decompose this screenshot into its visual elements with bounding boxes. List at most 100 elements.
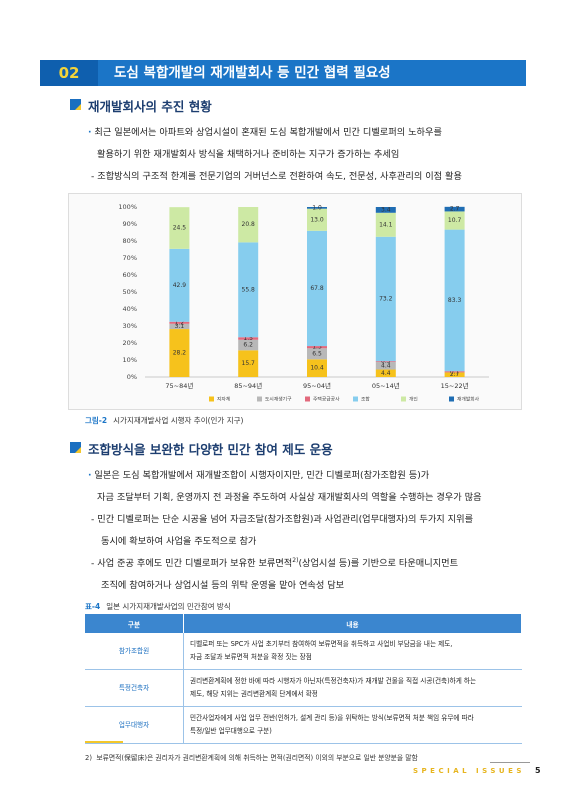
data-label: 10.4 <box>310 365 324 372</box>
data-label: 1.3 <box>312 344 322 351</box>
content-line: 제도, 해당 지위는 권리변환계획 단계에서 확정 <box>190 690 318 698</box>
legend-swatch <box>449 396 454 402</box>
chapter-title: 도심 복합개발의 재개발회사 등 민간 협력 필요성 <box>114 65 391 81</box>
legend-label: 도시재생기구 <box>265 396 292 403</box>
chart: 0% 10% 20% 30% 40% 50% 60% 70% 80% 90% 100% 75~84년 2… <box>118 203 489 403</box>
bar-segment <box>444 211 465 230</box>
legend-swatch <box>209 396 214 402</box>
data-label: 1.5 <box>243 335 253 342</box>
data-label: 42.9 <box>173 282 187 289</box>
legend-swatch <box>305 396 310 402</box>
bar-segment <box>375 361 396 363</box>
bar-segment <box>169 321 190 324</box>
data-label: 83.3 <box>448 297 462 304</box>
data-label: 24.5 <box>173 224 187 231</box>
bar-segment <box>307 348 327 360</box>
y-tick-label: 40% <box>123 305 137 313</box>
bar-segment <box>238 350 259 377</box>
legend-swatch <box>401 396 406 402</box>
table-header: 내용 <box>183 614 522 633</box>
bar-segment <box>169 323 190 330</box>
y-tick-label: 90% <box>123 220 137 228</box>
content-line: 자금 조달과 보류면적 처분을 확정 짓는 장점 <box>190 653 312 661</box>
caption-text: 시가지재개발사업 시행자 추이(인가 지구) <box>113 416 244 425</box>
bar-segment <box>444 371 465 373</box>
section-heading: 재개발회사의 추진 현황 <box>88 99 212 114</box>
bar-segment <box>375 236 396 362</box>
table-caption: 표-4 일본 시가지재개발사업의 민간참여 방식 <box>85 601 231 612</box>
content-line: 디벨로퍼 또는 SPC가 사업 초기부터 참여하여 보류면적을 취득하고 사업비… <box>190 640 453 648</box>
bullet-text: 활용하기 위한 재개발회사 방식을 채택하거나 준비하는 지구가 증가하는 추세… <box>97 149 400 160</box>
x-tick-label: 15~22년 <box>441 381 469 390</box>
y-tick-label: 50% <box>123 288 137 296</box>
content-line: 민간사업자에게 사업 업무 전반(인허가, 설계 관리 등)을 위탁하는 방식(… <box>190 714 474 722</box>
legend-label: 재개발회사 <box>457 396 480 403</box>
table-header: 구분 <box>85 614 184 633</box>
data-label: 1.0 <box>312 204 322 211</box>
x-tick-label: 95~04년 <box>303 381 331 390</box>
footnote-rule <box>85 741 123 743</box>
bar-segment <box>307 359 327 377</box>
data-label: 10.7 <box>448 217 462 224</box>
bar-segment <box>444 206 465 212</box>
text: 최근 일본에서는 아파트와 상업시설이 혼재된 도심 복합개발에서 민간 디벨로… <box>94 127 442 138</box>
data-label: 55.8 <box>242 286 256 293</box>
y-tick-label: 60% <box>123 271 137 279</box>
data-label: 28.2 <box>173 350 187 357</box>
data-label: 6.2 <box>243 342 253 349</box>
x-tick-label: 85~94년 <box>234 381 262 390</box>
caption-text: 일본 시가지재개발사업의 민간참여 방식 <box>106 602 231 611</box>
bar-segment <box>238 337 259 340</box>
caption-label: 그림-2 <box>85 416 108 425</box>
data-label: 2.7 <box>450 206 460 213</box>
data-label: 3.4 <box>381 206 391 213</box>
bar-segment <box>307 208 327 231</box>
bullet-text: 자금 조달부터 기획, 운영까지 전 과정을 주도하여 사실상 재개발회사의 역… <box>97 492 482 503</box>
content-line: 특정/일반 업무대행으로 구분) <box>190 727 272 735</box>
bar-segment <box>375 207 396 213</box>
bar-segment <box>169 329 190 377</box>
bar-segment <box>444 229 465 372</box>
caption-label: 표-4 <box>85 602 101 611</box>
bar-segment <box>375 212 396 237</box>
row-content: 민간사업자에게 사업 업무 전반(인허가, 설계 관리 등)을 위탁하는 방식(… <box>183 706 522 744</box>
heading-icon <box>70 442 81 453</box>
bar-segment <box>169 207 190 249</box>
y-tick-label: 30% <box>123 322 137 330</box>
header-band: 02 도심 복합개발의 재개발회사 등 민간 협력 필요성 <box>40 60 526 86</box>
y-tick-label: 70% <box>123 254 137 262</box>
data-label: 73.2 <box>379 295 393 302</box>
bar-segment <box>307 230 327 347</box>
bullet-text: · 최근 일본에서는 아파트와 상업시설이 혼재된 도심 복합개발에서 민간 디… <box>88 127 442 138</box>
legend-label: 개인 <box>409 396 418 403</box>
data-label: 4.4 <box>381 362 391 369</box>
y-tick-label: 20% <box>123 339 137 347</box>
table-row: 특정건축자 권리변환계획에 정한 바에 따라 시행자가 아닌자(특정건축자)가 재… <box>85 669 522 707</box>
row-content: 디벨로퍼 또는 SPC가 사업 초기부터 참여하여 보류면적을 취득하고 사업비… <box>183 633 522 670</box>
table-row: 업무대행자 민간사업자에게 사업 업무 전반(인허가, 설계 관리 등)을 위탁하… <box>85 706 522 744</box>
data-label: 67.8 <box>310 285 324 292</box>
legend-label: 지자체 <box>217 396 230 403</box>
bar-segment <box>169 248 190 322</box>
text: (상업시설 등)를 기반으로 타운매니지먼트 <box>298 558 459 569</box>
table: 구분 내용 참가조합원 디벨로퍼 또는 SPC가 사업 초기부터 참여하여 보류면… <box>85 614 522 744</box>
y-tick-label: 100% <box>118 203 137 211</box>
data-label: 15.7 <box>242 360 256 367</box>
legend-swatch <box>257 396 262 402</box>
footer-label: SPECIAL ISSUES <box>413 767 525 775</box>
bar-segment <box>238 207 259 243</box>
table-row: 참가조합원 디벨로퍼 또는 SPC가 사업 초기부터 참여하여 보류면적을 취득하… <box>85 633 522 670</box>
row-label: 참가조합원 <box>85 633 184 670</box>
chapter-number: 02 <box>40 60 98 86</box>
row-content: 권리변환계획에 정한 바에 따라 시행자가 아닌자(특정건축자)가 재개발 건물… <box>183 669 522 707</box>
data-label: 4.4 <box>381 370 391 377</box>
x-tick-label: 05~14년 <box>372 381 400 390</box>
bar-segment <box>238 242 259 338</box>
data-label: 2.7 <box>450 371 460 378</box>
data-label: 13.0 <box>310 216 324 223</box>
heading-icon <box>70 99 81 110</box>
y-tick-label: 10% <box>123 356 137 364</box>
data-label: 0.5 <box>381 358 391 365</box>
footnote-text: 보류면적(保留床)은 권리자가 권리변환계획에 의해 취득하는 면적(권리면적)… <box>96 754 418 762</box>
